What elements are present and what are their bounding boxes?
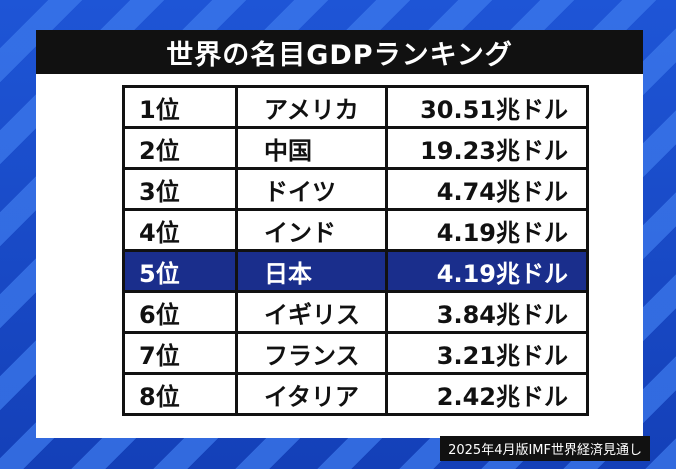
rank-cell: 7位 <box>122 331 238 375</box>
page-title: 世界の名目GDPランキング <box>166 39 513 71</box>
country-cell: イギリス <box>235 290 388 334</box>
rank-cell: 1位 <box>122 85 238 129</box>
table-row: 2位 中国 19.23兆ドル <box>122 126 589 170</box>
table-row: 4位 インド 4.19兆ドル <box>122 208 589 252</box>
rank-cell: 2位 <box>122 126 238 170</box>
gdp-value-cell: 3.84兆ドル <box>385 290 589 334</box>
rank-cell: 5位 <box>122 249 238 293</box>
title-bar: 世界の名目GDPランキング <box>36 30 643 74</box>
rank-cell: 6位 <box>122 290 238 334</box>
table-row: 3位 ドイツ 4.74兆ドル <box>122 167 589 211</box>
rank-cell: 8位 <box>122 372 238 416</box>
source-caption: 2025年4月版IMF世界経済見通し <box>440 436 650 461</box>
gdp-ranking-table: 1位 アメリカ 30.51兆ドル 2位 中国 19.23兆ドル 3位 ドイツ 4… <box>122 85 589 416</box>
rank-cell: 3位 <box>122 167 238 211</box>
gdp-value-cell: 30.51兆ドル <box>385 85 589 129</box>
country-cell: イタリア <box>235 372 388 416</box>
country-cell: フランス <box>235 331 388 375</box>
table-row: 8位 イタリア 2.42兆ドル <box>122 372 589 416</box>
country-cell: インド <box>235 208 388 252</box>
gdp-value-cell: 19.23兆ドル <box>385 126 589 170</box>
country-cell: 中国 <box>235 126 388 170</box>
country-cell: ドイツ <box>235 167 388 211</box>
gdp-value-cell: 4.19兆ドル <box>385 249 589 293</box>
gdp-value-cell: 4.74兆ドル <box>385 167 589 211</box>
table-row-highlighted: 5位 日本 4.19兆ドル <box>122 249 589 293</box>
ranking-panel: 世界の名目GDPランキング 1位 アメリカ 30.51兆ドル 2位 中国 19.… <box>36 30 643 438</box>
gdp-value-cell: 4.19兆ドル <box>385 208 589 252</box>
gdp-value-cell: 2.42兆ドル <box>385 372 589 416</box>
table-row: 7位 フランス 3.21兆ドル <box>122 331 589 375</box>
country-cell: アメリカ <box>235 85 388 129</box>
rank-cell: 4位 <box>122 208 238 252</box>
table-row: 6位 イギリス 3.84兆ドル <box>122 290 589 334</box>
gdp-value-cell: 3.21兆ドル <box>385 331 589 375</box>
table-row: 1位 アメリカ 30.51兆ドル <box>122 85 589 129</box>
country-cell: 日本 <box>235 249 388 293</box>
